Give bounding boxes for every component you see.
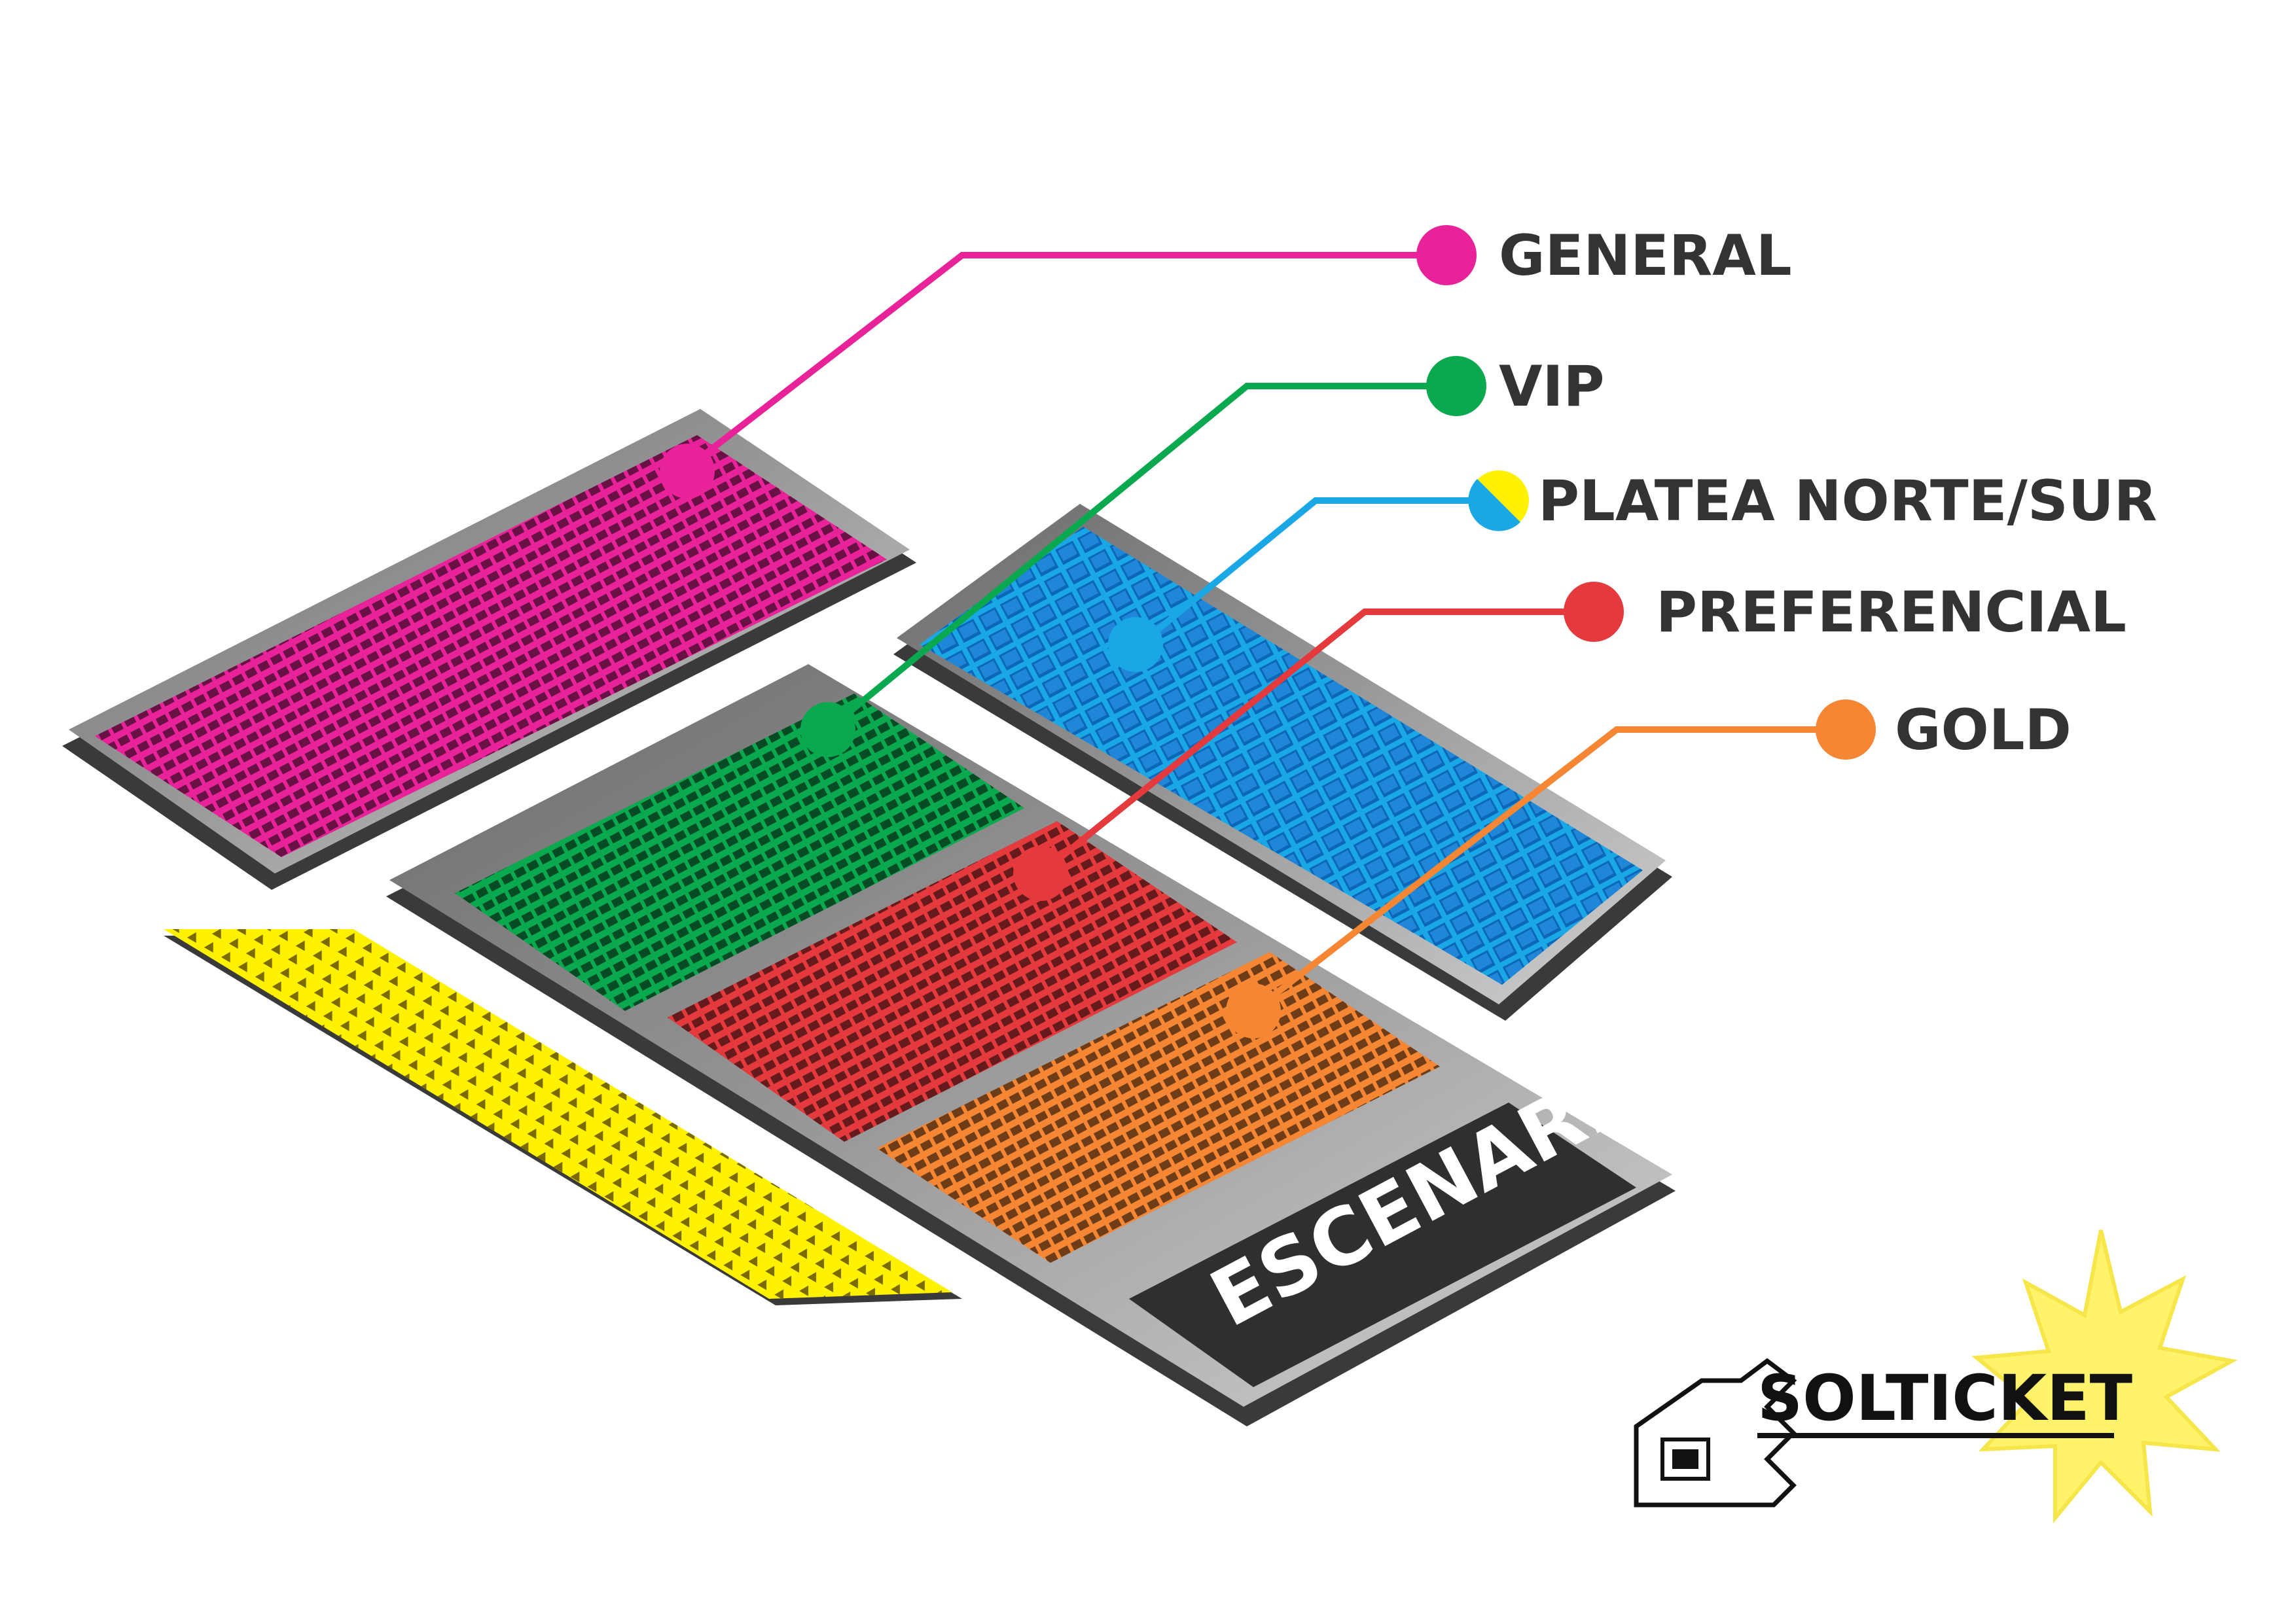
legend-item-vip[interactable]: VIP: [1426, 354, 1605, 419]
marker-general: [660, 444, 715, 499]
legend-label-vip: VIP: [1499, 354, 1605, 419]
leader-lines: [685, 252, 1846, 1014]
legend-item-preferencial[interactable]: PREFERENCIAL: [1564, 580, 2126, 645]
legend-item-gold[interactable]: GOLD: [1816, 697, 2072, 763]
legend-dot-general: [1416, 225, 1477, 285]
legend-dot-platea-half: [1468, 479, 1520, 531]
legend-label-gold: GOLD: [1895, 697, 2072, 763]
ticket-house-icon: [1634, 1358, 1797, 1508]
legend-label-preferencial: PREFERENCIAL: [1656, 580, 2126, 645]
legend-dot-vip: [1426, 356, 1486, 416]
leader-preferencial: [1038, 609, 1594, 876]
legend-label-platea: PLATEA NORTE/SUR: [1538, 468, 2157, 534]
sun-burst-icon: [1971, 1229, 2238, 1524]
solticket-logo: SOLTICKET: [1634, 1229, 2238, 1524]
zone-general[interactable]: [62, 409, 916, 890]
leader-vip: [825, 383, 1456, 732]
brand-underline: [1757, 1433, 2114, 1438]
marker-vip: [800, 702, 855, 757]
zone-markers: [660, 444, 1281, 1038]
leader-gold: [1251, 726, 1846, 1014]
leader-platea: [1133, 497, 1469, 650]
zone-platea-yellow[interactable]: [164, 929, 962, 1305]
legend-item-general[interactable]: GENERAL: [1416, 223, 1792, 289]
legend: GENERAL VIP PLATEA NORTE/SUR PREFERENCIA…: [1416, 223, 2157, 763]
zone-gold[interactable]: [877, 952, 1440, 1263]
zone-vip[interactable]: [455, 694, 1024, 1011]
legend-dot-preferencial: [1564, 582, 1624, 642]
legend-label-general: GENERAL: [1499, 223, 1792, 289]
zone-platea[interactable]: [893, 504, 1672, 1021]
marker-platea: [1108, 617, 1163, 672]
zone-preferencial[interactable]: [668, 821, 1237, 1142]
legend-item-platea[interactable]: PLATEA NORTE/SUR: [1468, 468, 2157, 534]
legend-dot-gold: [1816, 699, 1876, 760]
marker-preferencial: [1013, 846, 1068, 901]
brand-name: SOLTICKET: [1757, 1362, 2132, 1435]
leader-general: [685, 252, 1446, 470]
marker-gold: [1226, 983, 1281, 1038]
